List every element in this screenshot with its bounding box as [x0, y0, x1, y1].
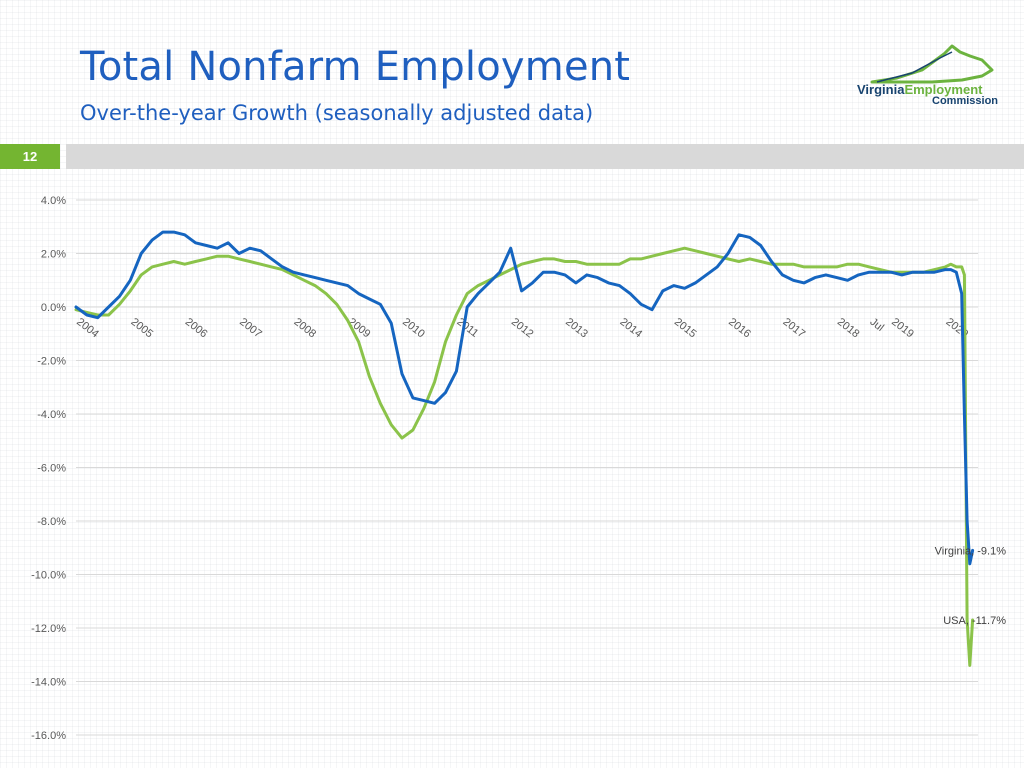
- x-tick-label: 2012: [509, 316, 536, 341]
- y-tick-label: -4.0%: [37, 409, 66, 421]
- y-tick-label: -2.0%: [37, 356, 66, 368]
- x-tick-label: 2011: [455, 316, 481, 340]
- usa-data-label: USA, -11.7%: [943, 615, 1006, 627]
- x-tick-label: 2016: [726, 316, 753, 341]
- y-tick-label: 2.0%: [41, 249, 66, 261]
- x-tick-label: 2014: [618, 316, 645, 341]
- y-tick-label: -14.0%: [31, 677, 66, 689]
- y-tick-label: -12.0%: [31, 623, 66, 635]
- x-tick-label: 2004: [74, 316, 101, 341]
- virginia-employment-commission-logo: VirginiaEmployment Commission: [852, 40, 1002, 110]
- x-tick-label: 2017: [781, 316, 808, 341]
- y-tick-label: 4.0%: [41, 195, 66, 207]
- x-tick-label: 2015: [672, 316, 699, 341]
- virginia-series-line: [74, 230, 975, 566]
- x-tick-label: 2005: [128, 316, 155, 341]
- x-tick-label: 2007: [237, 316, 264, 341]
- x-tick-label: 2006: [183, 316, 210, 341]
- x-tick-label: 2010: [400, 316, 427, 341]
- logo-text-line1: VirginiaEmployment: [857, 82, 983, 97]
- x-tick-label: 2008: [292, 316, 319, 341]
- y-tick-label: -10.0%: [31, 570, 66, 582]
- slide-subtitle: Over-the-year Growth (seasonally adjuste…: [80, 101, 594, 125]
- logo-text-line2: Commission: [932, 95, 999, 107]
- page-number-badge: 12: [0, 144, 60, 169]
- x-tick-label: 2013: [563, 316, 590, 341]
- x-tick-label: 2018: [835, 316, 862, 341]
- virginia-state-outline-icon: [870, 44, 994, 84]
- x-tick-label: 2009: [346, 316, 373, 341]
- x-tick-label: 2019: [889, 316, 916, 341]
- header-divider-bar: [66, 144, 1024, 169]
- virginia-data-label: Virginia, -9.1%: [935, 545, 1007, 557]
- x-tick-label: Jul: [867, 316, 885, 334]
- slide-title: Total Nonfarm Employment: [80, 44, 631, 90]
- y-tick-label: 0.0%: [41, 302, 66, 314]
- y-tick-label: -8.0%: [37, 516, 66, 528]
- y-tick-label: -16.0%: [31, 730, 66, 742]
- y-tick-label: -6.0%: [37, 463, 66, 475]
- usa-series-line: [74, 246, 975, 667]
